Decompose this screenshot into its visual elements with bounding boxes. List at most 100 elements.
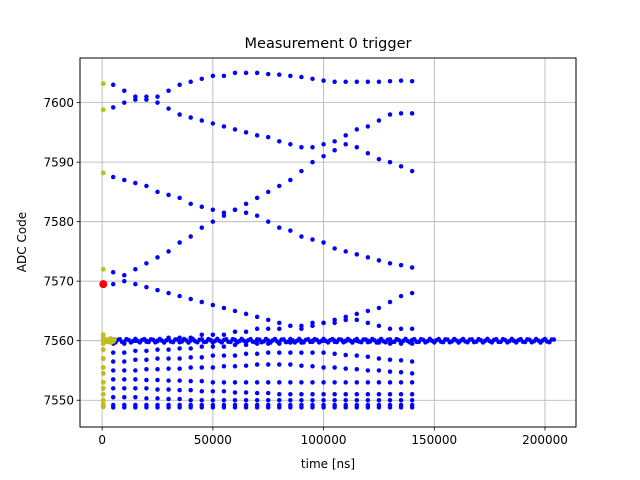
pretrigger-point xyxy=(100,356,106,362)
data-point xyxy=(155,396,160,401)
data-point xyxy=(310,145,315,150)
data-point xyxy=(177,112,182,117)
data-point xyxy=(277,341,282,346)
data-point xyxy=(343,133,348,138)
data-point xyxy=(110,368,116,373)
data-point xyxy=(376,79,382,85)
data-point xyxy=(122,100,127,105)
data-point xyxy=(409,78,415,84)
data-point xyxy=(177,387,182,393)
data-point xyxy=(243,390,249,395)
data-point xyxy=(409,265,415,270)
data-point xyxy=(155,189,160,195)
y-tick-label: 7560 xyxy=(43,334,74,348)
data-point xyxy=(210,389,216,394)
data-point xyxy=(110,359,116,364)
data-point xyxy=(354,353,360,358)
data-point xyxy=(155,387,160,392)
pretrigger-point xyxy=(100,266,106,272)
data-point xyxy=(343,366,348,371)
data-point xyxy=(332,351,337,357)
data-point xyxy=(188,355,193,360)
data-point xyxy=(155,255,160,260)
data-point xyxy=(166,396,171,402)
data-point xyxy=(321,78,326,83)
data-point xyxy=(199,225,205,230)
data-point xyxy=(210,380,216,385)
data-point xyxy=(277,326,282,332)
data-point xyxy=(210,121,216,126)
data-point xyxy=(321,142,326,147)
data-point xyxy=(354,338,360,343)
data-point xyxy=(133,357,138,362)
data-point xyxy=(188,296,193,302)
y-axis-ticks: 7550 7560 7570 7580 7590 7600 xyxy=(43,96,80,408)
data-point xyxy=(110,386,116,391)
data-point xyxy=(265,134,271,140)
data-point xyxy=(288,323,293,329)
data-point xyxy=(398,369,404,375)
data-point xyxy=(288,397,293,403)
pretrigger-point xyxy=(100,404,106,410)
data-point xyxy=(188,335,193,340)
data-point xyxy=(133,348,138,354)
data-point xyxy=(210,207,216,213)
data-point xyxy=(277,392,282,397)
data-point xyxy=(243,130,249,135)
data-point xyxy=(398,326,404,332)
data-point xyxy=(310,159,315,165)
data-point xyxy=(199,76,205,82)
data-point xyxy=(144,94,149,99)
data-point xyxy=(144,338,149,343)
data-point xyxy=(221,332,227,337)
data-point xyxy=(365,368,371,373)
data-point xyxy=(288,350,293,355)
data-point xyxy=(243,380,249,385)
data-point xyxy=(265,397,271,403)
data-point xyxy=(188,387,193,393)
data-point xyxy=(376,340,382,345)
data-point xyxy=(332,380,337,385)
data-point xyxy=(265,390,271,396)
data-point xyxy=(288,392,293,397)
data-point xyxy=(221,364,227,369)
data-point xyxy=(155,377,160,383)
pretrigger-point xyxy=(100,107,106,113)
data-point xyxy=(310,392,315,397)
data-point xyxy=(144,357,149,362)
data-point xyxy=(343,79,348,85)
data-point xyxy=(321,397,326,403)
pretrigger-point xyxy=(100,170,106,176)
data-point xyxy=(155,338,160,343)
pretrigger-point xyxy=(100,81,106,87)
data-point xyxy=(221,353,227,358)
data-point xyxy=(210,353,216,358)
data-point xyxy=(110,270,116,275)
data-point xyxy=(210,365,216,370)
data-point xyxy=(199,389,205,394)
data-point xyxy=(299,168,304,174)
pretrigger-point xyxy=(100,385,106,391)
data-point xyxy=(288,228,293,233)
data-point xyxy=(277,397,282,403)
data-point xyxy=(122,386,127,391)
data-point xyxy=(221,305,227,311)
data-point xyxy=(265,326,271,332)
data-point xyxy=(409,168,415,174)
pretrigger-point xyxy=(100,341,106,347)
data-point xyxy=(254,314,260,320)
data-point xyxy=(376,397,382,403)
data-point xyxy=(265,405,271,410)
data-point xyxy=(221,213,227,218)
data-point xyxy=(365,255,371,260)
data-point xyxy=(387,78,393,84)
data-point xyxy=(122,405,127,410)
data-point xyxy=(232,308,238,314)
data-point xyxy=(277,225,282,230)
data-point xyxy=(133,180,138,186)
data-point xyxy=(398,380,404,385)
data-point xyxy=(221,405,227,410)
data-point xyxy=(243,329,249,335)
data-point xyxy=(133,281,138,287)
data-point xyxy=(376,156,382,162)
